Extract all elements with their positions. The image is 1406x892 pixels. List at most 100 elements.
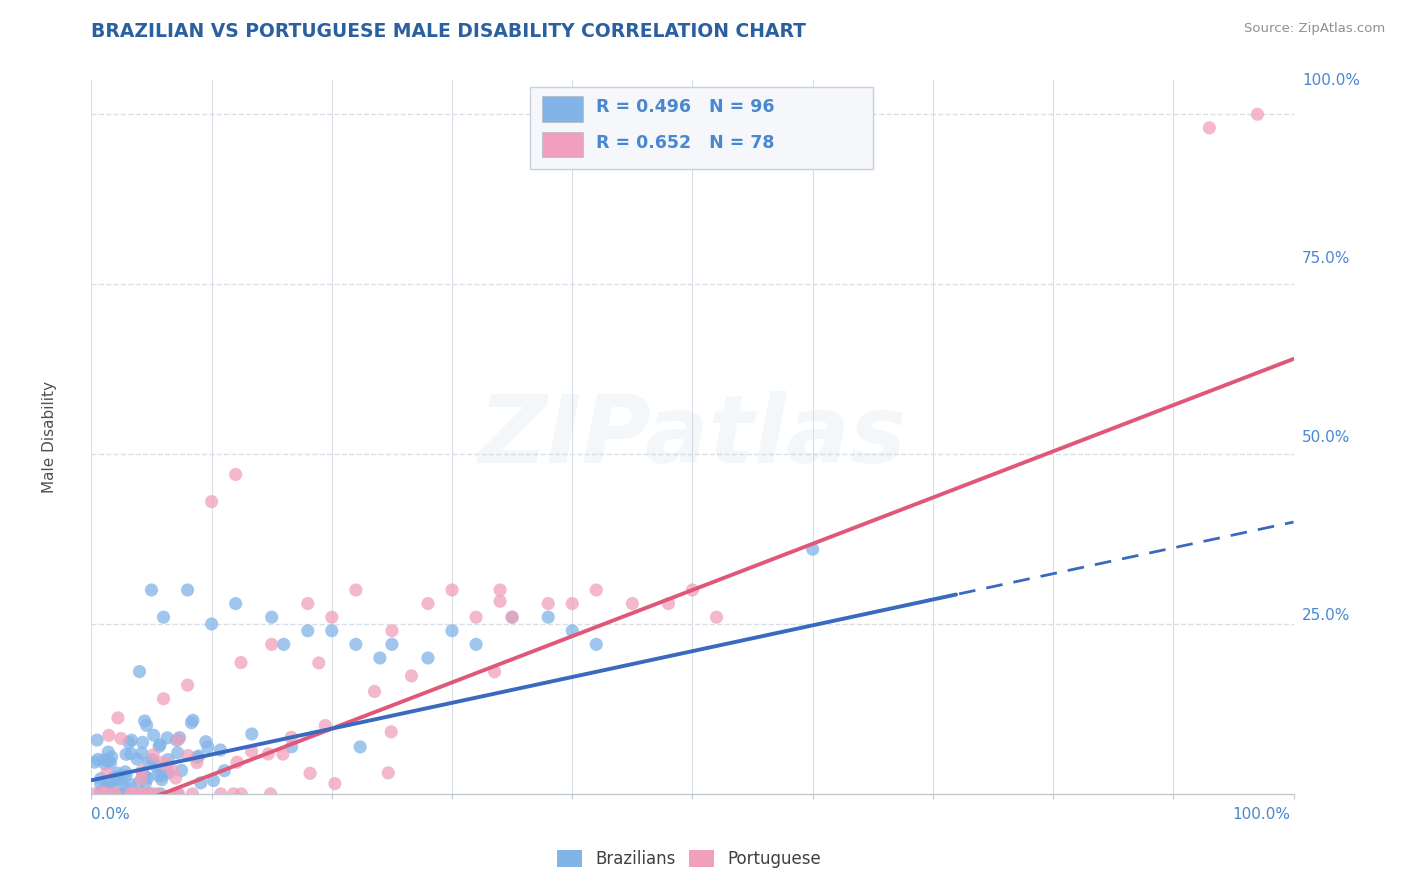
Point [97, 745, 120, 759]
Point [489, 582, 512, 597]
Point [585, 637, 607, 651]
Point [706, 610, 728, 624]
Point [344, 582, 367, 597]
Point [165, 787, 187, 801]
Text: Source: ZipAtlas.com: Source: ZipAtlas.com [1244, 22, 1385, 36]
Point [94, 756, 117, 771]
Point [100, 787, 122, 801]
Point [271, 747, 294, 761]
Point [131, 787, 153, 801]
Point [166, 733, 188, 747]
Text: 100.0%: 100.0% [1302, 73, 1360, 87]
Point [314, 718, 336, 732]
Point [231, 787, 253, 801]
Point [93, 787, 115, 801]
Point [105, 766, 128, 780]
Point [260, 610, 283, 624]
Point [97, 754, 120, 768]
Point [97, 728, 120, 742]
Point [136, 787, 159, 801]
Point [201, 617, 224, 632]
Point [82, 787, 104, 801]
Point [280, 739, 302, 754]
Point [280, 731, 302, 745]
Point [186, 756, 208, 770]
Point [131, 746, 153, 760]
Point [100, 773, 122, 788]
Point [489, 594, 512, 608]
Point [104, 787, 127, 801]
Legend: Brazilians, Portuguese: Brazilians, Portuguese [550, 843, 828, 875]
Point [142, 728, 165, 742]
Point [134, 714, 156, 728]
Point [381, 624, 404, 638]
Point [128, 775, 150, 789]
Point [176, 678, 198, 692]
Point [152, 610, 174, 624]
Point [150, 756, 173, 770]
Point [187, 749, 209, 764]
Point [100, 756, 122, 770]
Point [139, 787, 162, 801]
Point [321, 624, 343, 638]
Point [86, 733, 108, 747]
Point [150, 769, 173, 783]
Point [197, 739, 219, 754]
Point [621, 597, 644, 611]
Point [141, 753, 163, 767]
Point [93, 787, 115, 801]
Point [561, 597, 583, 611]
Point [127, 752, 149, 766]
Point [167, 787, 190, 801]
Point [90, 772, 112, 786]
Text: R = 0.652   N = 78: R = 0.652 N = 78 [596, 134, 775, 152]
Point [146, 787, 169, 801]
Point [181, 787, 204, 801]
Point [121, 733, 143, 747]
Text: R = 0.496   N = 96: R = 0.496 N = 96 [596, 98, 775, 116]
Point [209, 787, 232, 801]
Point [96, 766, 118, 780]
Point [120, 787, 142, 801]
Point [135, 718, 157, 732]
Point [363, 684, 385, 698]
Point [440, 624, 463, 638]
Point [136, 771, 159, 785]
Point [1198, 120, 1220, 135]
Point [484, 665, 506, 679]
Point [152, 691, 174, 706]
Point [101, 787, 124, 801]
Point [440, 582, 463, 597]
Point [156, 757, 179, 772]
Text: Male Disability: Male Disability [42, 381, 56, 493]
Point [401, 669, 423, 683]
Point [537, 597, 560, 611]
Point [114, 764, 136, 779]
Point [157, 765, 180, 780]
Point [91, 785, 114, 799]
Point [83, 755, 105, 769]
Point [149, 787, 172, 801]
FancyBboxPatch shape [543, 96, 583, 121]
Point [240, 727, 263, 741]
Point [107, 770, 129, 784]
Point [121, 787, 143, 801]
Point [142, 787, 165, 801]
Point [97, 782, 120, 797]
Point [657, 597, 679, 611]
Point [145, 759, 167, 773]
Point [201, 494, 224, 508]
Point [115, 747, 138, 762]
Text: ZIPatlas: ZIPatlas [478, 391, 907, 483]
Point [100, 750, 122, 764]
Point [465, 637, 488, 651]
Point [377, 765, 399, 780]
Point [103, 781, 125, 796]
Point [501, 610, 523, 624]
Point [135, 776, 157, 790]
Point [167, 732, 190, 747]
Point [344, 637, 367, 651]
Point [416, 651, 439, 665]
Point [115, 768, 138, 782]
Point [273, 637, 295, 651]
